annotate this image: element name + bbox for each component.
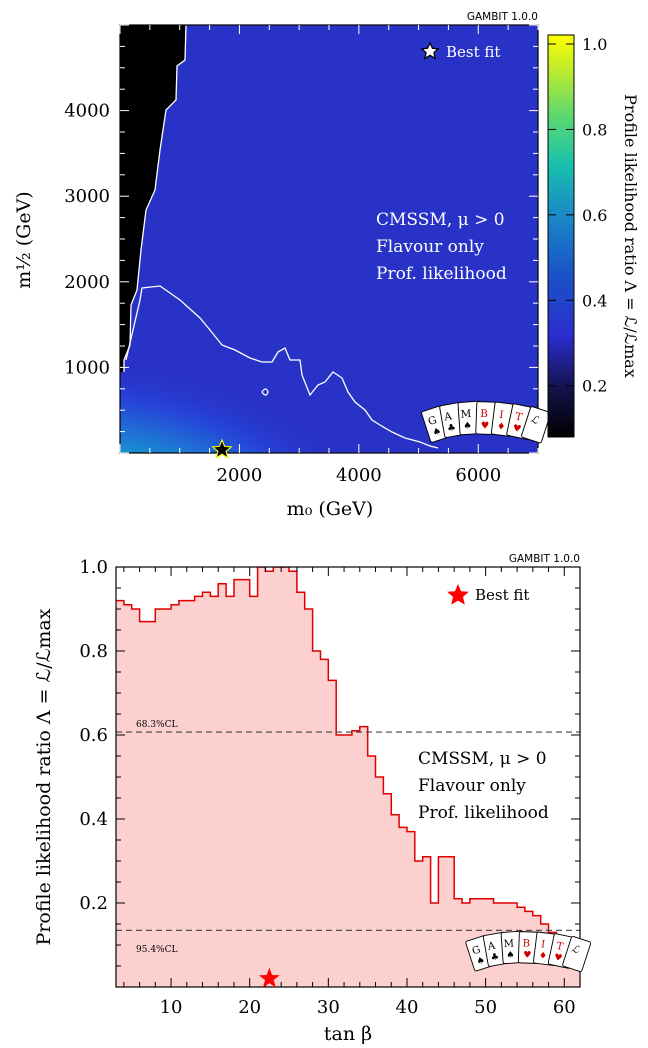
- svg-text:♥: ♥: [523, 949, 532, 960]
- colorbar: [547, 34, 575, 438]
- contour-island: [261, 388, 269, 396]
- bottom-y-tick-label: 1.0: [79, 557, 108, 578]
- svg-text:♥: ♥: [481, 420, 490, 431]
- svg-text:M: M: [460, 408, 472, 421]
- contour-68: [123, 25, 187, 372]
- top-y-tick-labels: 1000 2000 3000 4000: [64, 101, 110, 379]
- bottom-x-tick-label: 10: [160, 997, 183, 1018]
- bottom-x-tick-label: 40: [396, 997, 419, 1018]
- bottom-x-tick-label: 60: [553, 997, 576, 1018]
- likelihood-step-line: [116, 567, 580, 946]
- svg-text:♠: ♠: [506, 949, 515, 961]
- svg-text:♥: ♥: [512, 423, 523, 436]
- svg-text:♣: ♣: [446, 422, 456, 434]
- svg-text:♣: ♣: [490, 951, 500, 963]
- top-y-tick-label: 1000: [64, 357, 110, 378]
- bottom-y-tick-labels: 0.2 0.4 0.6 0.8 1.0: [79, 557, 108, 914]
- svg-text:B: B: [480, 408, 488, 420]
- bottom-x-axis-title: tan β: [324, 1023, 372, 1045]
- card: ℒ: [562, 935, 592, 972]
- top-annotation-model: CMSSM, μ > 0: [376, 210, 505, 230]
- bottom-bestfit-star-icon: [258, 967, 280, 988]
- bottom-x-tick-labels: 10 20 30 40 50 60: [160, 997, 576, 1018]
- top-annotation-data: Flavour only: [376, 237, 484, 257]
- annotation-box: [410, 738, 570, 830]
- top-x-tick-labels: 2000 4000 6000: [217, 465, 502, 486]
- top-x-tick-label: 2000: [217, 465, 263, 486]
- bottom-annotation-method: Prof. likelihood: [418, 803, 549, 823]
- svg-text:T: T: [514, 411, 523, 424]
- bottom-likelihood-panel: 68.3%CL 95.4%CL 10 20 30 40 50 60 0.20.40.60.…: [33, 553, 592, 1045]
- svg-text:♦: ♦: [496, 421, 506, 433]
- svg-text:♠: ♠: [475, 955, 486, 968]
- top-legend-star-icon: [420, 41, 440, 60]
- top-y-tick-label: 4000: [64, 101, 110, 122]
- svg-text:G: G: [427, 414, 439, 428]
- heatmap-high-region: [120, 303, 385, 453]
- svg-text:M: M: [503, 938, 514, 950]
- svg-text:A: A: [442, 410, 453, 423]
- heatmap-excluded-region: [120, 25, 186, 372]
- bottom-y-tick-label: 0.6: [79, 725, 108, 746]
- top-y-tick-label: 2000: [64, 272, 110, 293]
- colorbar-tick-label: 0.8: [582, 120, 607, 139]
- bottom-gambit-cards-logo: G♠ A♣ M♠ B♥ I♦ T♥ ℒ: [465, 930, 592, 972]
- top-x-tick-label: 4000: [336, 465, 382, 486]
- svg-text:ℒ: ℒ: [529, 413, 540, 427]
- top-annotation-method: Prof. likelihood: [376, 264, 507, 284]
- cl95-label: 95.4%CL: [136, 945, 177, 955]
- contour-95: [125, 285, 439, 449]
- bottom-y-tick-label: 0.8: [79, 641, 108, 662]
- likelihood-fill: [116, 567, 580, 987]
- bottom-legend-star-icon: [447, 584, 469, 605]
- colorbar-ticks: 0.2 0.4 0.6 0.8 1.0: [548, 35, 607, 396]
- top-legend-best-fit: Best fit: [446, 43, 500, 61]
- svg-text:♠: ♠: [431, 426, 443, 439]
- svg-text:A: A: [486, 941, 497, 953]
- top-y-tick-label: 3000: [64, 186, 110, 207]
- top-heatmap-panel: 2000 4000 6000 1000 2000 3000 4000 GAMBIT 1.0…: [13, 11, 640, 520]
- bottom-x-tick-label: 50: [474, 997, 497, 1018]
- bottom-y-tick-label: 0.2: [79, 893, 108, 914]
- svg-text:G: G: [471, 944, 482, 957]
- bottom-legend-best-fit: Best fit: [475, 586, 529, 604]
- colorbar-title: Profile likelihood ratio Λ = ℒ/ℒmax: [621, 94, 640, 378]
- colorbar-tick-label: 0.6: [582, 206, 607, 225]
- top-gambit-cards-logo: G♠ A♣ M♠ B♥ I♦ T♥ ℒ: [421, 400, 551, 444]
- svg-text:♠: ♠: [463, 420, 472, 432]
- svg-text:♥: ♥: [553, 952, 563, 964]
- svg-text:I: I: [540, 939, 545, 950]
- bottom-gambit-version: GAMBIT 1.0.0: [509, 553, 580, 565]
- bottom-annotation-model: CMSSM, μ > 0: [418, 749, 547, 769]
- card: ℒ: [521, 406, 551, 444]
- colorbar-tick-label: 1.0: [582, 35, 607, 54]
- svg-text:♦: ♦: [538, 950, 548, 962]
- svg-text:T: T: [555, 941, 564, 953]
- bottom-x-tick-label: 20: [238, 997, 261, 1018]
- top-bestfit-star-icon: [211, 438, 233, 460]
- bottom-y-axis-title: Profile likelihood ratio Λ = ℒ/ℒmax: [33, 608, 55, 945]
- colorbar-tick-label: 0.4: [582, 291, 607, 310]
- top-ticks: [119, 24, 539, 454]
- top-y-axis-title: m½ (GeV): [13, 191, 35, 288]
- bottom-x-tick-label: 30: [317, 997, 340, 1018]
- top-x-tick-label: 6000: [455, 465, 501, 486]
- svg-text:ℒ: ℒ: [570, 943, 581, 956]
- svg-text:I: I: [499, 409, 505, 421]
- cl68-label: 68.3%CL: [136, 720, 177, 730]
- bottom-y-tick-label: 0.4: [79, 809, 108, 830]
- top-gambit-version: GAMBIT 1.0.0: [467, 11, 538, 23]
- colorbar-tick-label: 0.2: [582, 377, 607, 396]
- svg-text:B: B: [522, 938, 530, 949]
- top-x-axis-title: m₀ (GeV): [287, 498, 374, 520]
- bottom-annotation-data: Flavour only: [418, 776, 526, 796]
